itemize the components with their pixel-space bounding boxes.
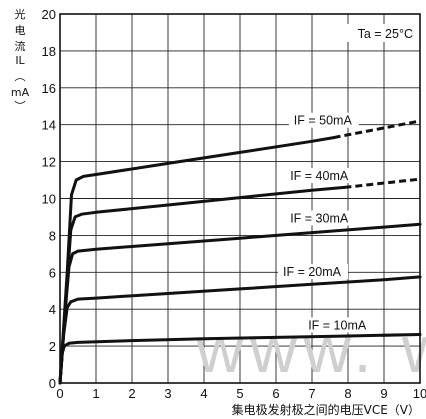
x-tick-label: 5 bbox=[236, 386, 243, 401]
frame-rect bbox=[59, 13, 421, 384]
x-tick-label: 4 bbox=[200, 386, 207, 401]
x-tick-label: 10 bbox=[413, 386, 426, 401]
x-tick-labels: 0 1 2 3 4 5 6 7 8 9 10 bbox=[56, 386, 426, 401]
y-tick-label: 10 bbox=[42, 192, 56, 207]
y-tick-label: 20 bbox=[42, 7, 56, 22]
y-tick-label: 2 bbox=[49, 339, 56, 354]
y-label-char: 流 bbox=[15, 39, 26, 53]
series-label-bg bbox=[303, 317, 374, 333]
series-label: IF = 20mA bbox=[283, 265, 342, 279]
y-label-char: ︵ bbox=[15, 70, 26, 83]
annotation-box: Ta = 25°C bbox=[330, 24, 418, 42]
x-tick-label: 0 bbox=[56, 386, 63, 401]
y-tick-label: 0 bbox=[49, 376, 56, 391]
series-label-bg bbox=[285, 168, 356, 184]
y-tick-label: 4 bbox=[49, 302, 56, 317]
series-label-bg bbox=[285, 210, 356, 226]
y-label-char: ︶ bbox=[15, 100, 26, 113]
series-labels: IF = 10mA IF = 20mA IF = 30mA IF = 40mA IF =… bbox=[278, 112, 374, 333]
annotation-bg bbox=[330, 24, 418, 42]
x-tick-label: 9 bbox=[380, 386, 387, 401]
y-label-char: 电 bbox=[15, 24, 26, 37]
y-tick-labels: 0 2 4 6 8 10 12 14 16 18 20 bbox=[42, 7, 56, 391]
series-label: IF = 30mA bbox=[290, 211, 349, 225]
y-tick-label: 18 bbox=[42, 44, 56, 59]
x-tick-label: 3 bbox=[164, 386, 171, 401]
y-tick-label: 8 bbox=[49, 228, 56, 243]
x-tick-label: 1 bbox=[92, 386, 99, 401]
x-tick-label: 8 bbox=[344, 386, 351, 401]
temperature-annotation: Ta = 25°C bbox=[358, 27, 413, 41]
series-line-dashed bbox=[344, 177, 421, 189]
series-label: IF = 40mA bbox=[290, 169, 349, 183]
y-tick-label: 12 bbox=[42, 155, 56, 170]
x-axis-label: 集电极发射极之间的电压VCE（V） bbox=[232, 402, 420, 417]
x-tick-label: 2 bbox=[128, 386, 135, 401]
series-line bbox=[58, 136, 336, 385]
series-label: IF = 50mA bbox=[294, 114, 353, 128]
series-line-dashed bbox=[333, 119, 421, 140]
x-tick-label: 6 bbox=[272, 386, 279, 401]
plot-frame bbox=[59, 13, 421, 384]
series-label-bg bbox=[278, 263, 348, 279]
y-label-char: IL bbox=[15, 54, 25, 67]
series-label-bg bbox=[288, 112, 359, 128]
y-tick-label: 14 bbox=[42, 118, 56, 133]
y-label-char: 光 bbox=[15, 7, 26, 21]
series-lines bbox=[58, 119, 422, 385]
series-label: IF = 10mA bbox=[308, 318, 367, 332]
y-label-char: mA bbox=[11, 86, 30, 99]
y-tick-label: 6 bbox=[49, 265, 56, 280]
y-tick-label: 16 bbox=[42, 81, 56, 96]
y-label-bg bbox=[6, 4, 36, 116]
x-tick-label: 7 bbox=[308, 386, 315, 401]
